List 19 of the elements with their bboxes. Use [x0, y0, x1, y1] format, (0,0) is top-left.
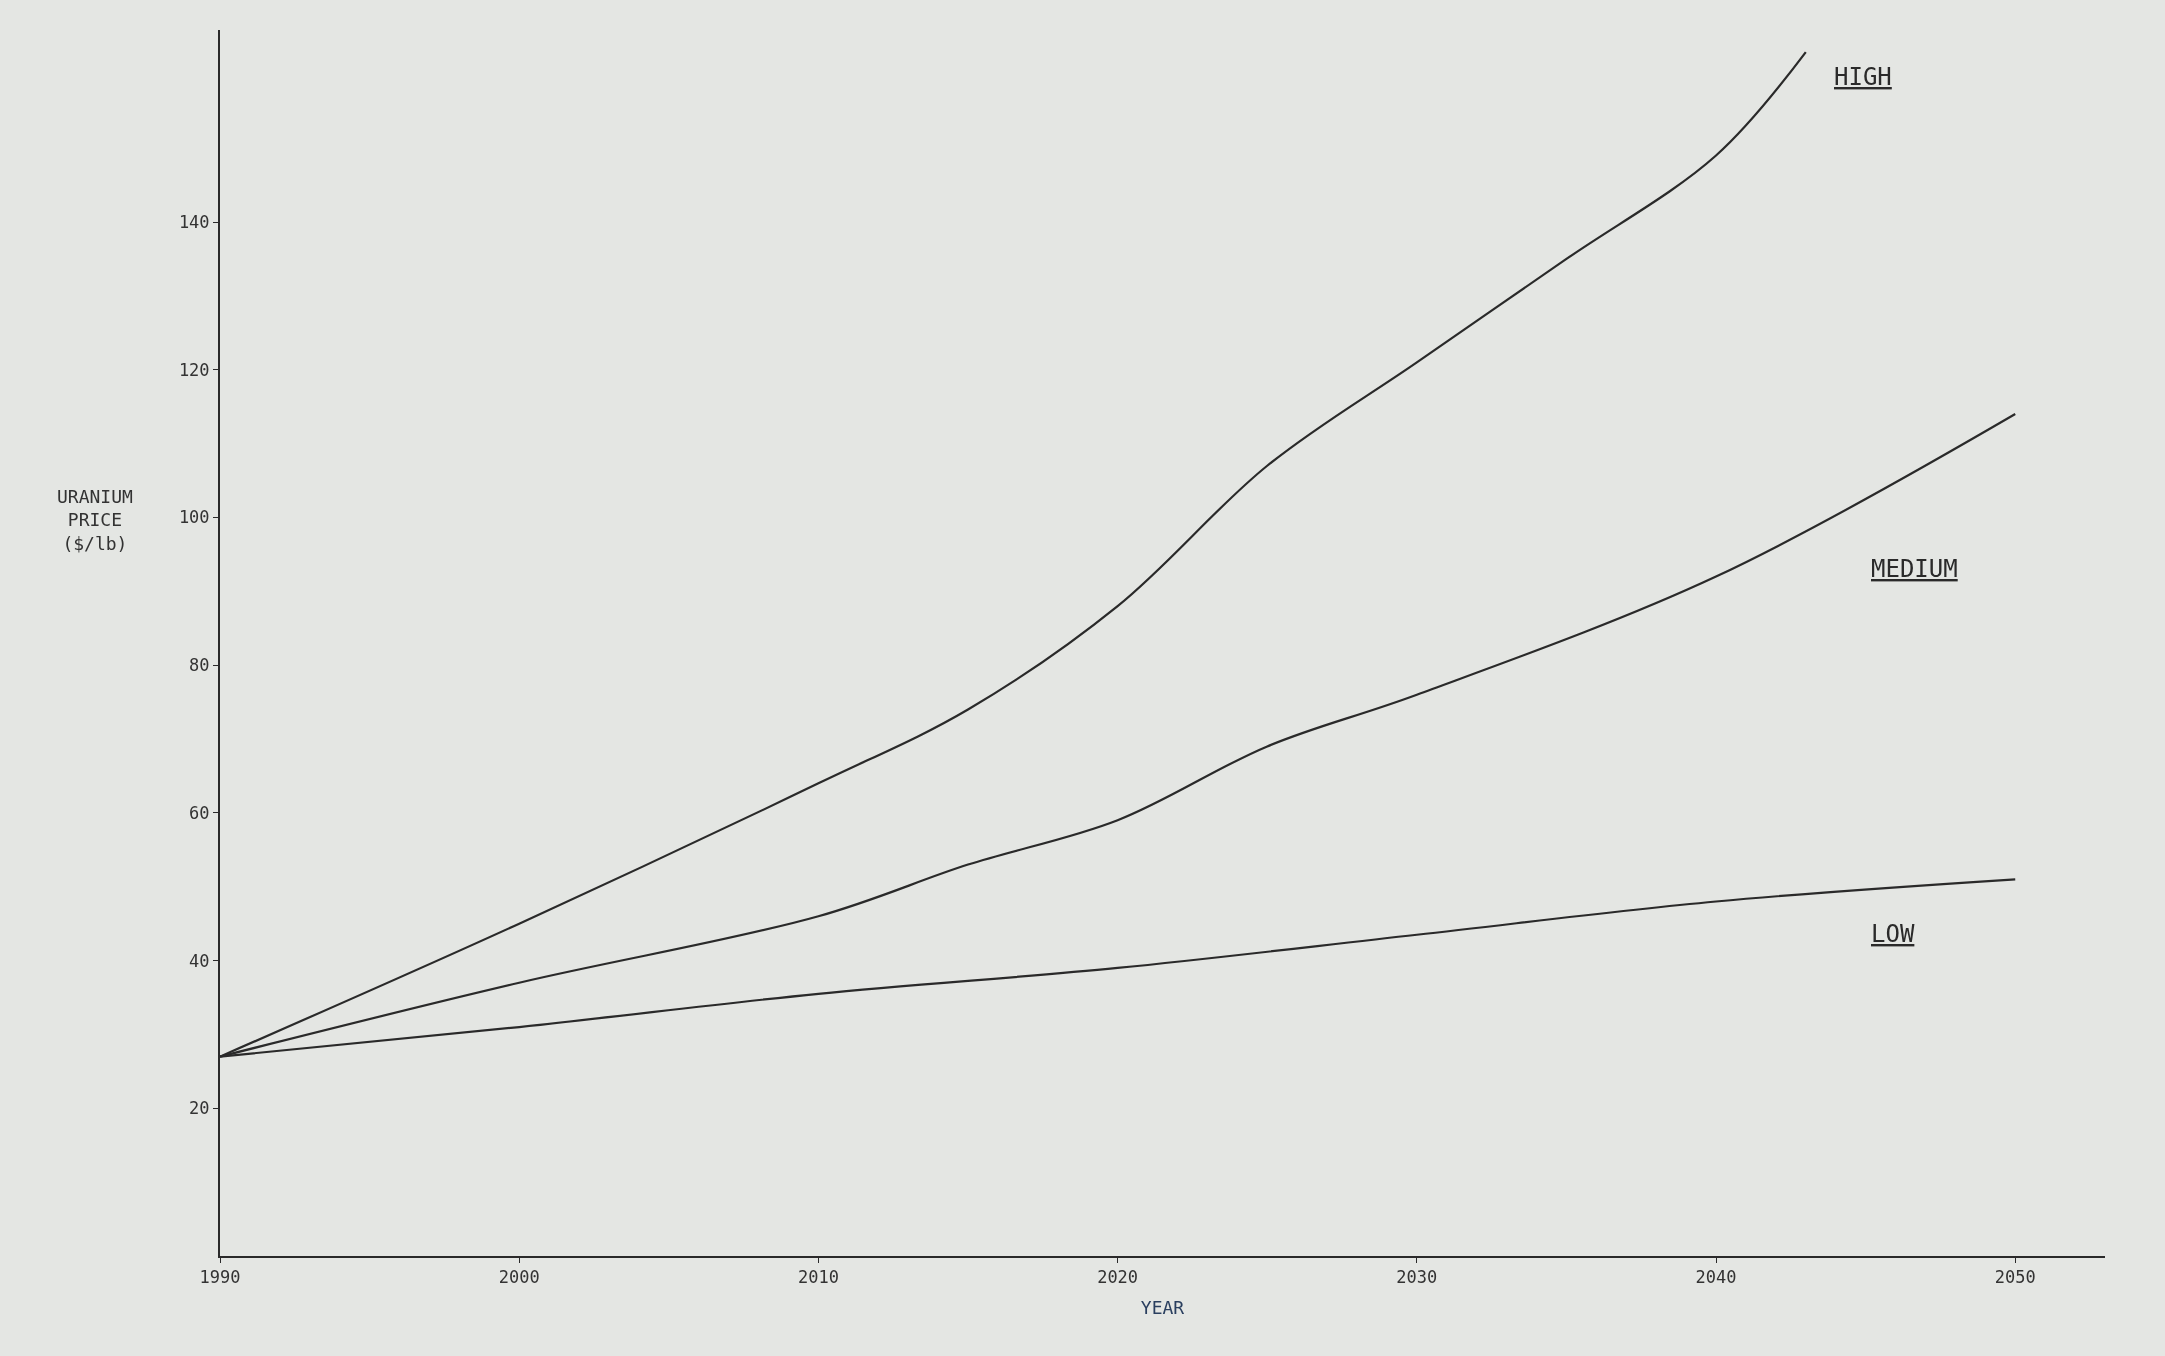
x-tick-label: 2020 — [1097, 1267, 1139, 1288]
x-tick-label: 2000 — [498, 1267, 540, 1288]
x-tick-label: 1990 — [199, 1267, 241, 1288]
series-label: LOW — [1871, 920, 1915, 948]
y-tick-label: 80 — [189, 655, 210, 676]
y-axis-title: URANIUM PRICE ($/lb) — [57, 486, 134, 554]
y-tick-label: 60 — [189, 802, 210, 823]
x-tick-label: 2030 — [1396, 1267, 1438, 1288]
y-tick-label: 100 — [178, 507, 210, 528]
y-tick-label: 40 — [189, 950, 210, 971]
text: MEDIUM — [1871, 555, 1958, 583]
x-tick-label: 2050 — [1994, 1267, 2036, 1288]
x-axis-title: YEAR — [1140, 1297, 1185, 1318]
y-tick-label: 20 — [189, 1098, 210, 1119]
x-tick-label: 2010 — [797, 1267, 839, 1288]
x-tick-label: 2040 — [1695, 1267, 1737, 1288]
series-label: HIGH — [1834, 63, 1892, 91]
y-tick-label: 120 — [178, 359, 210, 380]
y-tick-label: 140 — [178, 211, 210, 232]
